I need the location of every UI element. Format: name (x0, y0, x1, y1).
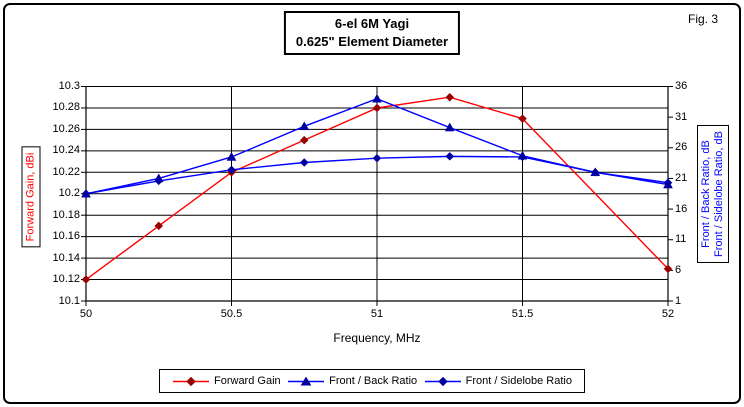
chart-frame (3, 3, 741, 404)
